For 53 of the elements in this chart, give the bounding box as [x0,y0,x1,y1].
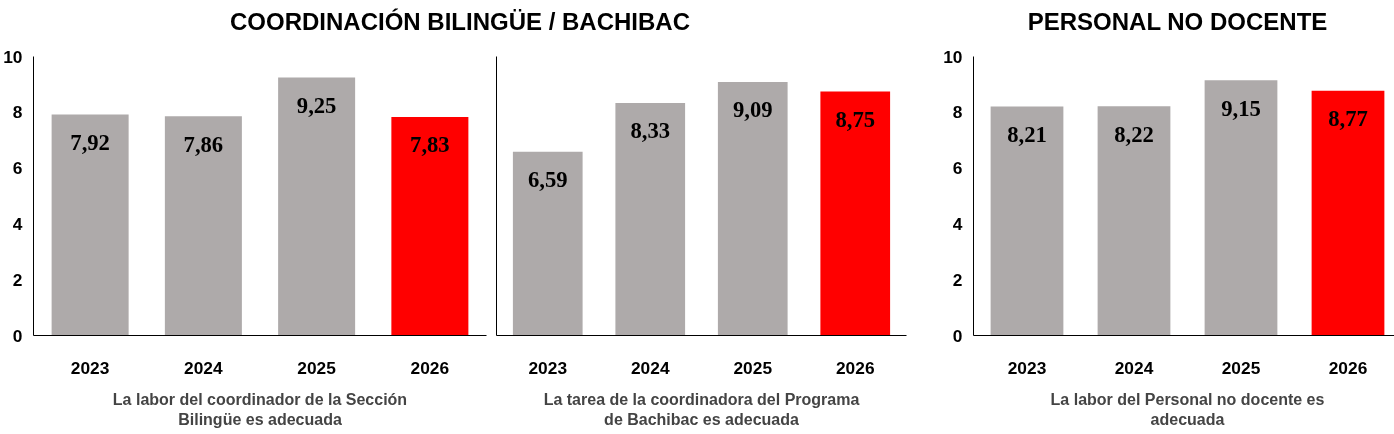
y-tick-label: 6 [12,158,23,179]
bar [51,114,129,336]
x-axis-title: La tarea de la coordinadora del Programa de Bachibac es adecuada [543,390,860,428]
data-label: 9,09 [732,97,773,123]
bar [990,106,1064,336]
bar [717,81,788,336]
data-label: 8,21 [1007,121,1047,147]
bar [820,91,891,336]
data-label: 7,92 [70,129,110,155]
y-tick-label: 10 [3,46,23,67]
data-label: 9,15 [1221,95,1261,121]
bar [512,151,583,336]
x-tick-label: 2023 [70,357,110,378]
x-tick-label: 2025 [733,357,773,378]
data-label: 9,25 [296,92,337,118]
bar [164,116,242,336]
x-tick-label: 2023 [1007,357,1047,378]
y-tick-label: 6 [952,158,963,179]
x-tick-label: 2025 [1221,357,1261,378]
bar [1311,90,1385,336]
x-tick-label: 2025 [297,357,337,378]
chart-title: PERSONAL NO DOCENTE [1027,7,1328,37]
bar [615,103,686,336]
data-label: 7,86 [183,131,224,157]
x-tick-label: 2024 [184,357,224,378]
y-tick-label: 2 [952,269,963,290]
y-tick-label: 8 [12,102,23,123]
data-label: 6,59 [527,167,568,193]
y-tick-label: 0 [12,325,23,346]
y-tick-label: 2 [12,269,23,290]
y-tick-label: 10 [943,46,963,67]
x-tick-label: 2024 [1114,357,1154,378]
y-tick-label: 4 [952,213,963,234]
x-axis-title: La labor del coordinador de la Sección Bilingüe es adecuada [112,390,408,428]
bar [391,117,469,336]
data-label: 8,22 [1114,121,1154,147]
x-tick-label: 2026 [1328,357,1368,378]
data-label: 7,83 [410,132,450,158]
x-tick-label: 2023 [528,357,568,378]
data-label: 8,77 [1328,106,1368,132]
x-tick-label: 2026 [835,357,875,378]
y-tick-label: 8 [952,102,963,123]
bar [278,77,356,336]
y-tick-label: 4 [12,213,23,234]
data-label: 8,75 [835,106,876,132]
data-label: 8,33 [630,118,671,144]
x-axis-title: La labor del Personal no docente es adecuada [1050,390,1325,428]
chart-title: COORDINACIÓN BILINGÜE / BACHIBAC [230,7,690,37]
x-tick-label: 2024 [630,357,670,378]
bar [1097,106,1171,336]
bar [1204,80,1278,336]
x-tick-label: 2026 [410,357,450,378]
y-tick-label: 0 [952,325,963,346]
